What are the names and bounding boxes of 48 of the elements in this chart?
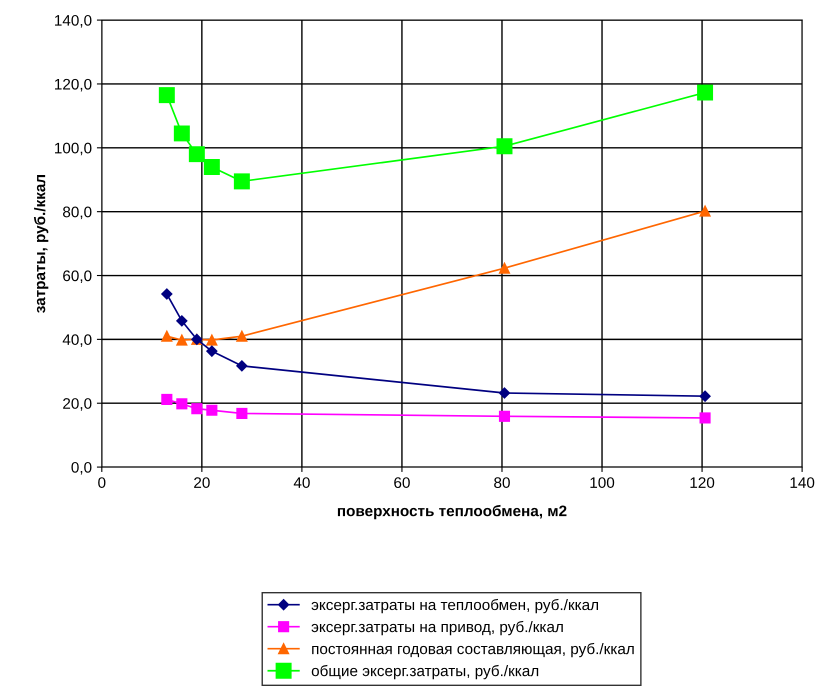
point xyxy=(206,334,218,346)
x-tick-label: 100 xyxy=(590,477,614,488)
x-tick-label: 80 xyxy=(494,477,510,488)
legend-label: постоянная годовая составляющая, руб./ккал xyxy=(312,642,634,658)
point xyxy=(697,84,714,101)
y-tick-label: 80,0 xyxy=(63,206,92,220)
y-tick-label: 140,0 xyxy=(55,14,92,28)
point xyxy=(176,315,188,326)
point xyxy=(206,404,218,416)
y-tick-label: 120,0 xyxy=(55,78,92,92)
x-tick-label: 0 xyxy=(98,477,106,488)
point xyxy=(188,146,205,162)
point xyxy=(174,125,190,142)
legend-label: общие эксерг.затраты, руб./ккал xyxy=(312,664,538,680)
x-tick-label: 140 xyxy=(790,477,814,488)
point xyxy=(496,138,512,154)
point xyxy=(700,412,711,424)
y-tick-label: 0,0 xyxy=(71,462,92,475)
y-tick-label: 60,0 xyxy=(63,270,92,284)
point xyxy=(191,403,202,414)
point xyxy=(236,330,248,342)
legend-label: эксерг.затраты на привод, руб./ккал xyxy=(312,620,563,636)
point xyxy=(498,410,510,422)
point xyxy=(498,262,510,274)
x-axis-title: поверхность теплообмена, м2 xyxy=(338,504,566,520)
x-tick-label: 40 xyxy=(294,477,310,488)
point xyxy=(699,390,711,402)
point xyxy=(161,288,172,300)
y-axis-title: затраты, руб./ккал xyxy=(34,175,48,313)
point xyxy=(161,330,172,342)
point xyxy=(236,408,248,419)
x-tick-label: 20 xyxy=(194,477,210,488)
point xyxy=(206,346,218,357)
point xyxy=(176,398,188,410)
y-tick-label: 40,0 xyxy=(62,334,92,347)
point xyxy=(234,173,250,190)
point xyxy=(498,387,510,399)
legend-label: эксерг.затраты на теплообмен, руб./ккал xyxy=(312,598,598,614)
y-tick-label: 20,0 xyxy=(63,398,92,411)
x-tick-label: 120 xyxy=(690,477,714,488)
point xyxy=(236,360,248,372)
x-tick-label: 60 xyxy=(394,477,410,488)
point xyxy=(204,158,220,175)
point xyxy=(176,334,188,346)
point xyxy=(700,205,711,217)
y-tick-label: 100,0 xyxy=(55,142,92,156)
point xyxy=(161,394,172,405)
point xyxy=(158,87,175,104)
